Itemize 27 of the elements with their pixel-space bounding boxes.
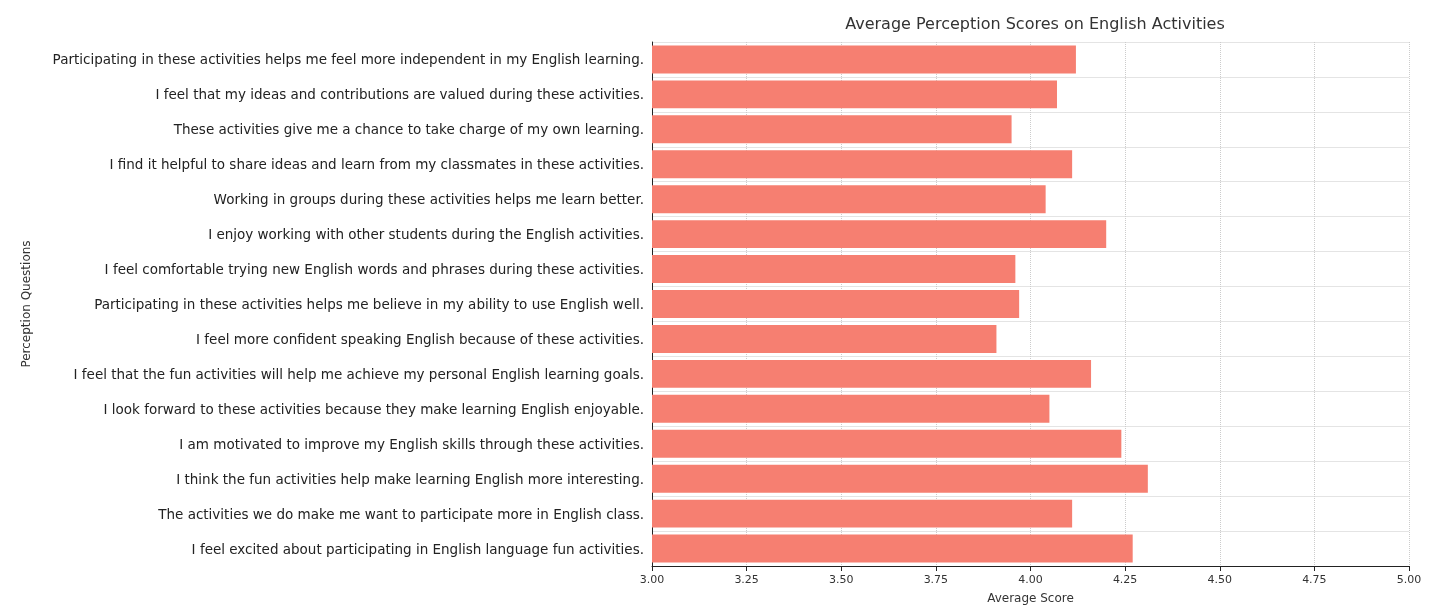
y-tick-label: I look forward to these activities because they make learning English enjoyable. [103, 400, 644, 417]
y-tick-label: Working in groups during these activities helps me learn better. [213, 191, 644, 208]
y-tick-label: I feel more confident speaking English because of these activities. [196, 330, 644, 347]
x-tick-label: 4.00 [1018, 573, 1043, 586]
x-tick-label: 4.50 [1207, 573, 1232, 586]
y-tick-label: The activities we do make me want to participate more in English class. [157, 505, 644, 522]
y-tick-label: I feel that the fun activities will help me achieve my personal English learning goals. [73, 365, 644, 382]
x-tick-label: 3.75 [923, 573, 949, 586]
x-tick-label: 5.00 [1396, 573, 1422, 586]
chart-title: Average Perception Scores on English Activities [845, 13, 1225, 33]
y-tick-label: Participating in these activities helps me feel more independent in my English learning. [52, 51, 644, 68]
y-tick-label: These activities give me a chance to take charge of my own learning. [172, 121, 644, 138]
y-tick-label: I feel excited about participating in English language fun activities. [191, 540, 644, 557]
x-tick-label: 3.25 [734, 573, 759, 586]
y-tick-label: I find it helpful to share ideas and learn from my classmates in these activities. [109, 156, 644, 173]
x-tick-label: 4.75 [1302, 573, 1327, 586]
x-tick-label: 4.25 [1112, 573, 1138, 586]
y-axis-title: Perception Questions [19, 240, 33, 368]
x-axis-title: Average Score [987, 591, 1074, 605]
x-tick-label: 3.00 [639, 573, 665, 586]
y-tick-label: Participating in these activities helps me believe in my ability to use English well. [94, 296, 644, 312]
y-tick-label: I am motivated to improve my English skills through these activities. [179, 435, 644, 452]
y-tick-label: I enjoy working with other students during the English activities. [208, 226, 644, 243]
y-tick-label: I feel comfortable trying new English words and phrases during these activities. [104, 261, 644, 278]
x-tick-label: 3.50 [829, 573, 854, 586]
y-tick-label: I feel that my ideas and contributions are valued during these activities. [155, 86, 644, 103]
y-tick-label: I think the fun activities help make learning English more interesting. [176, 470, 644, 487]
